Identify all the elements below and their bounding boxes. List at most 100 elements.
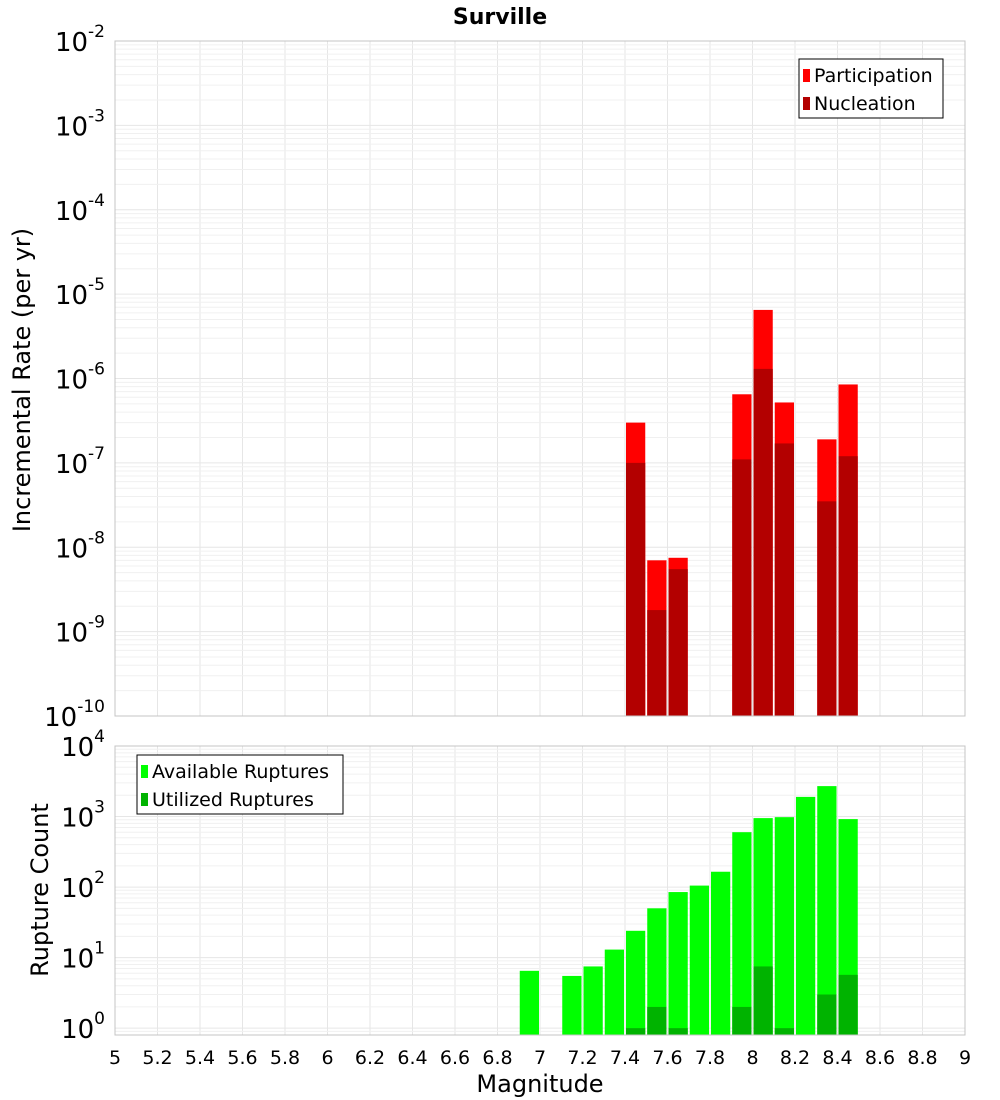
y-tick-label: 102: [61, 868, 105, 904]
y-tick-exponent: 4: [94, 727, 105, 747]
x-tick-label: 5.4: [185, 1047, 215, 1069]
y-tick-exponent: 2: [94, 868, 105, 888]
y-tick-exponent: -5: [88, 275, 105, 295]
bar-nucleation: [838, 456, 858, 716]
y-tick-exponent: -7: [88, 444, 105, 464]
y-tick-base: 10: [55, 197, 88, 227]
y-tick-base: 10: [55, 450, 88, 480]
y-tick-base: 10: [61, 733, 94, 763]
y-tick-label: 10-8: [55, 528, 105, 564]
y-tick-base: 10: [55, 281, 88, 311]
bar-utilized-ruptures: [774, 1028, 794, 1035]
y-tick-base: 10: [61, 945, 94, 975]
plot-frame: [114, 40, 966, 717]
y-tick-exponent: -2: [88, 22, 105, 42]
bottom-y-axis-label: Rupture Count: [26, 803, 54, 977]
bar-available-ruptures: [562, 975, 582, 1035]
x-tick-label: 5.6: [227, 1047, 257, 1069]
bar-utilized-ruptures: [668, 1028, 688, 1035]
legend-swatch: [803, 97, 810, 110]
y-tick-label: 10-5: [55, 275, 105, 311]
bar-available-ruptures: [796, 796, 816, 1035]
bar-utilized-ruptures: [732, 1006, 752, 1035]
y-tick-label: 10-6: [55, 360, 105, 396]
y-tick-label: 100: [61, 1009, 105, 1045]
bar-available-ruptures: [689, 885, 709, 1035]
y-tick-label: 10-3: [55, 106, 105, 142]
bar-nucleation: [817, 501, 837, 716]
bar-utilized-ruptures: [817, 994, 837, 1035]
y-tick-base: 10: [55, 28, 88, 58]
legend-box: [136, 754, 344, 815]
bar-available-ruptures: [668, 892, 688, 1035]
y-tick-label: 10-2: [55, 22, 105, 58]
bar-utilized-ruptures: [838, 974, 858, 1035]
x-tick-label: 8.4: [822, 1047, 852, 1069]
x-tick-label: 7: [534, 1047, 546, 1069]
x-tick-label: 9: [959, 1047, 971, 1069]
bar-utilized-ruptures: [647, 1006, 667, 1035]
y-tick-base: 10: [55, 619, 88, 649]
bar-available-ruptures: [711, 871, 731, 1035]
x-tick-label: 7.2: [567, 1047, 597, 1069]
y-tick-base: 10: [55, 366, 88, 396]
y-tick-label: 10-7: [55, 444, 105, 480]
y-tick-label: 103: [61, 798, 105, 834]
x-tick-label: 6.2: [355, 1047, 385, 1069]
y-tick-label: 10-4: [55, 191, 105, 227]
x-tick-label: 7.8: [695, 1047, 725, 1069]
x-tick-label: 6.8: [482, 1047, 512, 1069]
x-tick-label: 5.8: [270, 1047, 300, 1069]
bar-available-ruptures: [732, 832, 752, 1035]
bar-nucleation: [668, 569, 688, 716]
bar-nucleation: [647, 610, 667, 716]
y-tick-base: 10: [55, 534, 88, 564]
legend-swatch: [141, 765, 148, 778]
y-tick-label: 104: [61, 727, 105, 763]
y-tick-base: 10: [61, 874, 94, 904]
y-tick-base: 10: [44, 703, 77, 733]
y-tick-exponent: -3: [88, 106, 105, 126]
bar-nucleation: [753, 368, 773, 716]
legend-label: Participation: [814, 65, 933, 87]
x-tick-label: 8.6: [865, 1047, 895, 1069]
x-tick-label: 7.4: [610, 1047, 640, 1069]
bar-available-ruptures: [626, 930, 646, 1035]
y-tick-exponent: -8: [88, 528, 105, 548]
y-tick-exponent: -4: [88, 191, 105, 211]
y-tick-exponent: -10: [77, 697, 105, 717]
legend-swatch: [141, 793, 148, 806]
y-tick-base: 10: [61, 1015, 94, 1045]
x-tick-label: 8: [746, 1047, 758, 1069]
bar-nucleation: [732, 459, 752, 716]
bar-available-ruptures: [604, 949, 624, 1035]
bar-nucleation: [774, 443, 794, 716]
y-tick-exponent: -6: [88, 360, 105, 380]
bar-available-ruptures: [583, 966, 603, 1035]
x-axis-label: Magnitude: [476, 1070, 603, 1098]
bar-available-ruptures: [647, 908, 667, 1035]
x-tick-label: 6.6: [440, 1047, 470, 1069]
legend-swatch: [803, 69, 810, 82]
chart-title: Surville: [453, 5, 547, 30]
top-y-axis-label: Incremental Rate (per yr): [8, 228, 36, 532]
bar-utilized-ruptures: [753, 966, 773, 1035]
y-tick-exponent: 1: [94, 939, 105, 959]
y-tick-exponent: 3: [94, 798, 105, 818]
bar-available-ruptures: [519, 970, 539, 1035]
bar-available-ruptures: [817, 786, 837, 1035]
y-tick-label: 101: [61, 939, 105, 975]
y-tick-base: 10: [61, 804, 94, 834]
x-tick-label: 6.4: [397, 1047, 427, 1069]
y-tick-base: 10: [55, 112, 88, 142]
bar-nucleation: [626, 462, 646, 716]
legend-label: Utilized Ruptures: [152, 789, 314, 811]
x-tick-label: 6: [321, 1047, 333, 1069]
y-tick-exponent: -9: [88, 613, 105, 633]
x-tick-label: 5.2: [142, 1047, 172, 1069]
legend-label: Available Ruptures: [152, 761, 329, 783]
x-tick-label: 8.8: [907, 1047, 937, 1069]
bar-available-ruptures: [774, 817, 794, 1035]
